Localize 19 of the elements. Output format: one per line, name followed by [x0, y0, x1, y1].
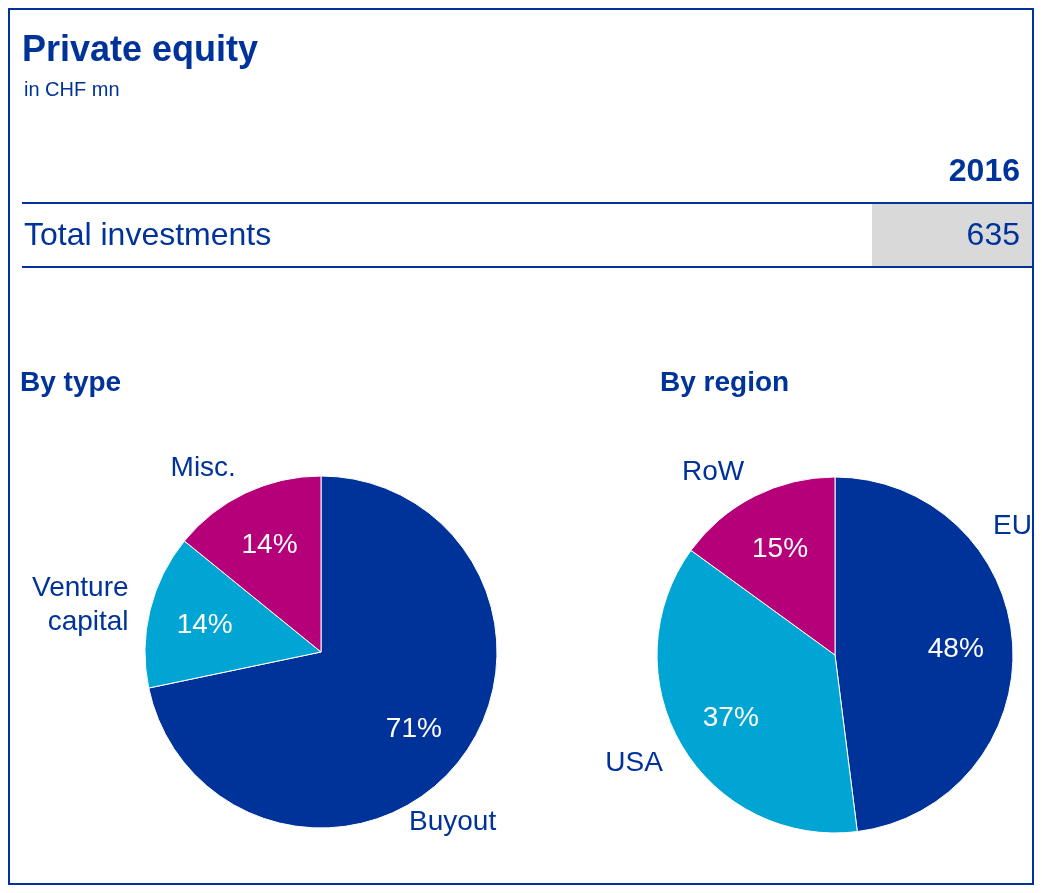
slice-label: Venture capital [32, 570, 129, 636]
text: Total investments [24, 216, 272, 253]
chart-title: By type [20, 366, 122, 398]
slice-label: Buyout [409, 804, 497, 836]
chart-title: By region [660, 366, 790, 398]
data-label: 48% [927, 631, 984, 663]
slice-label: RoW [681, 454, 745, 486]
data-label: 14% [176, 608, 233, 640]
text: 2016 [948, 152, 1020, 189]
slice-label: USA [605, 745, 664, 777]
slice-label: EU [993, 508, 1032, 540]
text: Private equity [22, 28, 259, 70]
data-label: 14% [241, 528, 298, 560]
data-label: 71% [385, 711, 442, 743]
data-label: 37% [702, 701, 759, 733]
text: 635 [966, 216, 1020, 253]
text: in CHF mn [24, 78, 120, 101]
slice-label: Misc. [170, 450, 236, 482]
data-label: 15% [752, 531, 809, 563]
